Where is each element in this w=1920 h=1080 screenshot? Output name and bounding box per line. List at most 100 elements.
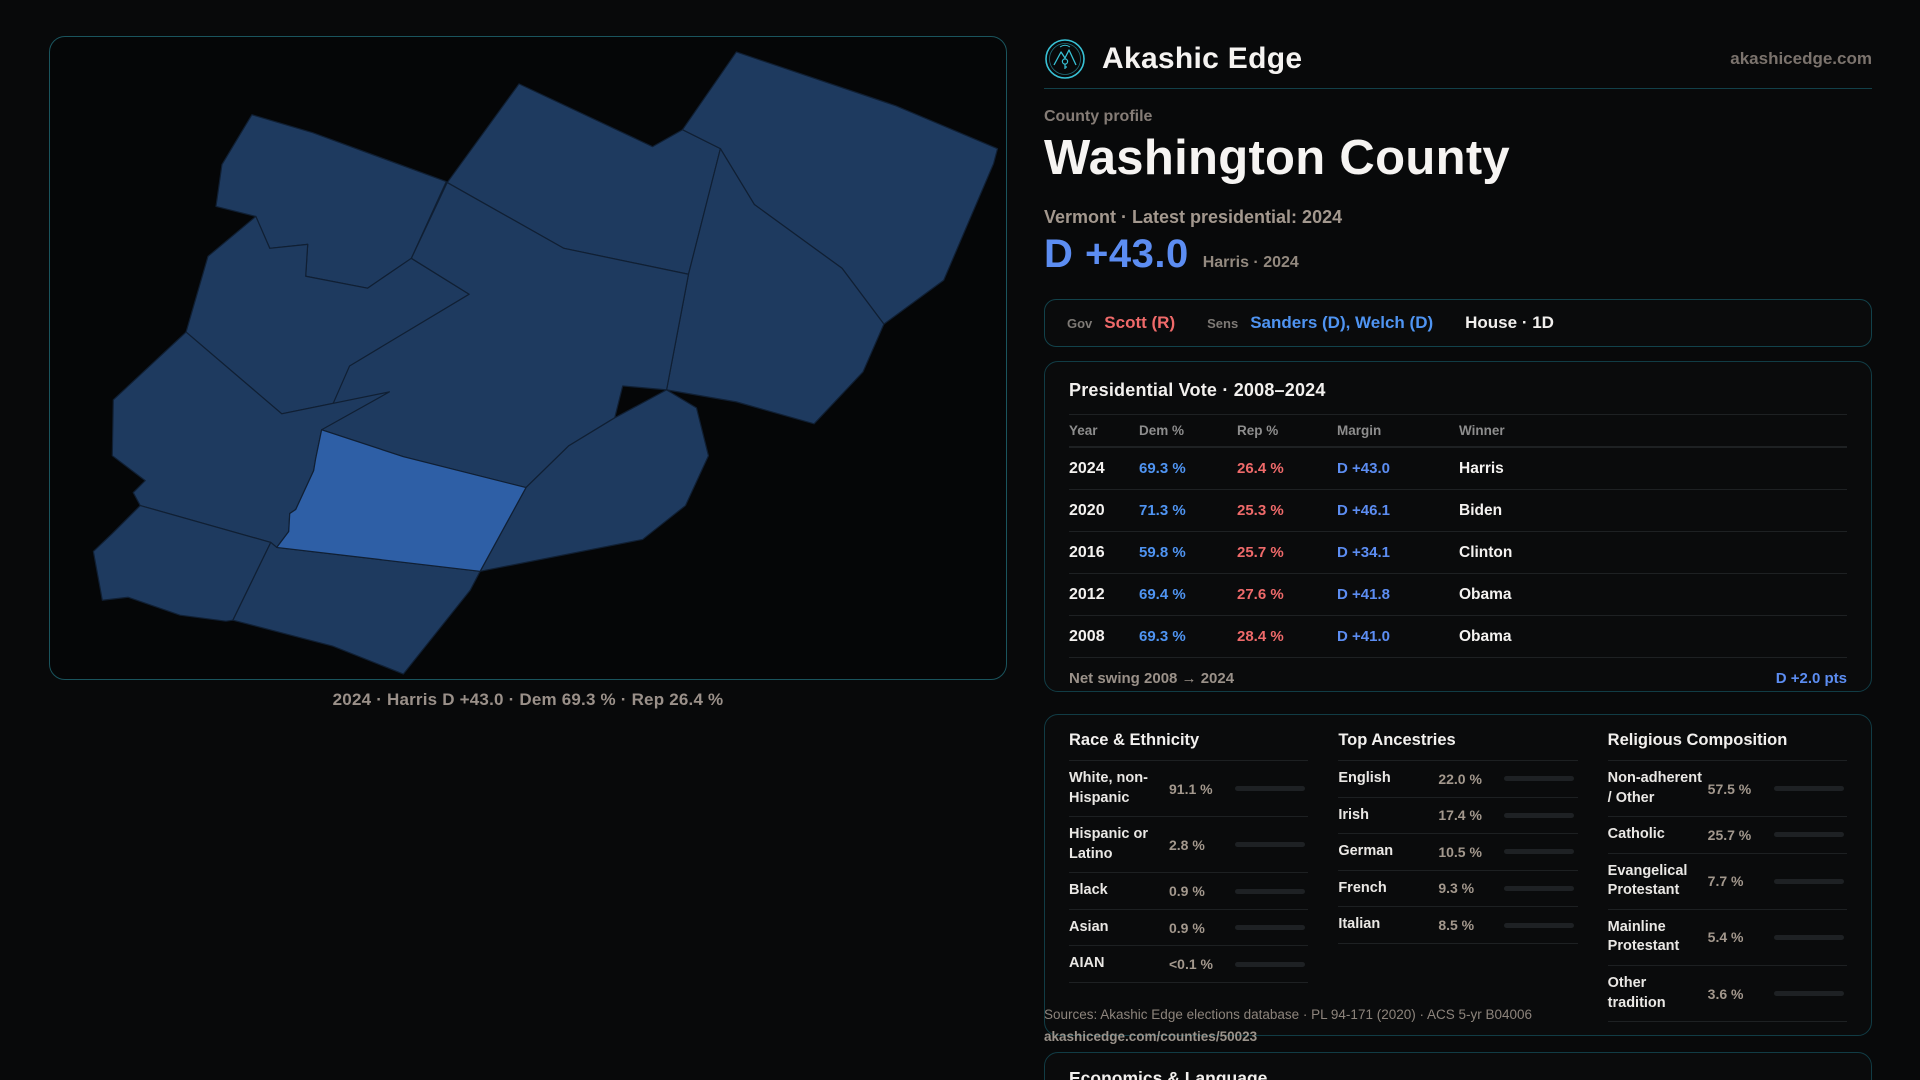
- stat-bar: [1504, 776, 1575, 782]
- stat-value: 8.5 %: [1438, 917, 1475, 934]
- winner-cell: Obama: [1459, 585, 1512, 603]
- net-swing-label: Net swing 2008 → 2024: [1069, 670, 1235, 687]
- section-title: Top Ancestries: [1338, 731, 1456, 749]
- table-row[interactable]: 2020 71.3 % 25.3 % D +46.1 Biden: [1069, 489, 1847, 531]
- section-title: Race & Ethnicity: [1069, 731, 1200, 749]
- map-county-caledonia[interactable]: [665, 148, 885, 425]
- margin-cell: D +46.1: [1337, 502, 1390, 519]
- margin-cell: D +41.8: [1337, 586, 1390, 603]
- stat-bar: [1504, 812, 1575, 818]
- winner-cell: Clinton: [1459, 543, 1513, 561]
- table-row[interactable]: 2008 69.3 % 28.4 % D +41.0 Obama: [1069, 615, 1847, 657]
- stat-bar: [1504, 849, 1575, 855]
- stat-value: 10.5 %: [1438, 843, 1482, 860]
- winner-cell: Biden: [1459, 501, 1503, 519]
- religion-section: Religious Composition Non-adherent / Oth…: [1607, 731, 1847, 1023]
- stat-label: Black: [1069, 882, 1108, 899]
- margin-cell: D +41.0: [1337, 628, 1390, 645]
- margin-cell: D +34.1: [1337, 544, 1390, 561]
- col-margin: Margin: [1337, 423, 1382, 438]
- stat-bar: [1235, 842, 1305, 848]
- dem-cell: 71.3 %: [1139, 502, 1186, 519]
- list-item: Non-adherent / Other 57.5 %: [1607, 760, 1847, 816]
- dem-cell: 59.8 %: [1139, 544, 1186, 561]
- latest-margin-row: D +43.0 Harris · 2024: [1044, 232, 1299, 277]
- latest-margin-value: D +43.0: [1044, 232, 1189, 276]
- list-item: Italian 8.5 %: [1338, 906, 1578, 943]
- year-cell: 2016: [1069, 543, 1105, 561]
- senators-value: Sanders (D), Welch (D): [1250, 313, 1434, 332]
- table-row[interactable]: 2016 59.8 % 25.7 % D +34.1 Clinton: [1069, 531, 1847, 573]
- stat-label: German: [1338, 843, 1394, 860]
- sources-line: Sources: Akashic Edge elections database…: [1044, 1007, 1533, 1022]
- list-item: Other tradition 3.6 %: [1607, 964, 1847, 1021]
- governor-value: Scott (R): [1104, 313, 1176, 332]
- stat-label: Mainline Protestant: [1607, 918, 1680, 955]
- stat-bar: [1235, 925, 1305, 931]
- list-item: German 10.5 %: [1338, 833, 1578, 870]
- stat-value: 22.0 %: [1438, 770, 1482, 787]
- stat-value: 3.6 %: [1707, 985, 1744, 1002]
- stat-label: Italian: [1338, 916, 1381, 933]
- stat-bar: [1773, 991, 1844, 996]
- table-row[interactable]: 2024 69.3 % 26.4 % D +43.0 Harris: [1069, 447, 1847, 489]
- net-swing-row: Net swing 2008 → 2024 D +2.0 pts: [1069, 658, 1847, 691]
- race-ethnicity-section: Race & Ethnicity White, non-Hispanic 91.…: [1069, 731, 1309, 1022]
- list-item: French 9.3 %: [1338, 869, 1578, 907]
- stat-label: White, non-Hispanic: [1069, 770, 1148, 806]
- year-cell: 2024: [1069, 459, 1105, 477]
- list-item: White, non-Hispanic 91.1 %: [1069, 760, 1309, 816]
- rep-cell: 27.6 %: [1237, 586, 1284, 603]
- list-item: AIAN <0.1 %: [1069, 945, 1309, 982]
- rep-cell: 25.3 %: [1237, 502, 1284, 519]
- stat-value: <0.1 %: [1169, 956, 1213, 973]
- divider: [1338, 942, 1578, 944]
- stat-bar: [1773, 878, 1844, 884]
- stat-label: Catholic: [1607, 826, 1665, 843]
- stat-bar: [1235, 961, 1305, 967]
- map-county-washington-highlight[interactable]: [276, 429, 527, 572]
- county-map-panel: [49, 36, 1007, 680]
- list-item: Black 0.9 %: [1069, 872, 1309, 909]
- stat-label: Evangelical Protestant: [1607, 862, 1688, 899]
- stat-bar: [1773, 832, 1844, 838]
- ancestries-section: Top Ancestries English 22.0 % Irish 17.4…: [1338, 731, 1578, 1022]
- demographics-card: Race & Ethnicity White, non-Hispanic 91.…: [1044, 714, 1872, 1036]
- stat-value: 91.1 %: [1169, 780, 1213, 797]
- brand-name: Akashic Edge: [1102, 42, 1303, 75]
- col-year: Year: [1069, 423, 1098, 438]
- list-item: Catholic 25.7 %: [1607, 816, 1847, 853]
- stat-label: Asian: [1069, 918, 1109, 935]
- county-url-link[interactable]: akashicedge.com/counties/50023: [1044, 1028, 1258, 1044]
- stat-label: English: [1338, 770, 1391, 786]
- stat-value: 5.4 %: [1707, 929, 1744, 946]
- list-item: English 22.0 %: [1338, 760, 1578, 797]
- net-swing-value: D +2.0 pts: [1775, 670, 1847, 687]
- section-title: Religious Composition: [1607, 731, 1788, 749]
- stat-value: 9.3 %: [1438, 880, 1475, 897]
- brand-domain-link[interactable]: akashicedge.com: [1730, 49, 1872, 68]
- brand[interactable]: Akashic Edge: [1044, 38, 1302, 80]
- stat-label: Non-adherent / Other: [1607, 770, 1702, 806]
- economics-language-card: Economics & Language: [1044, 1052, 1872, 1080]
- stat-value: 0.9 %: [1169, 883, 1205, 900]
- dem-cell: 69.3 %: [1139, 460, 1186, 477]
- divider: [1069, 657, 1847, 658]
- stat-value: 17.4 %: [1438, 807, 1482, 824]
- stat-label: AIAN: [1069, 955, 1105, 972]
- rep-cell: 25.7 %: [1237, 544, 1284, 561]
- vote-table-header: Year Dem % Rep % Margin Winner: [1069, 415, 1847, 446]
- sources-note: Sources: Akashic Edge elections database…: [1044, 1004, 1744, 1047]
- divider: [1069, 981, 1309, 983]
- stat-bar: [1773, 934, 1844, 940]
- stat-bar: [1504, 922, 1575, 928]
- header-divider: [1044, 88, 1872, 89]
- stat-label: Irish: [1338, 806, 1369, 823]
- winner-cell: Harris: [1459, 459, 1504, 477]
- table-row[interactable]: 2012 69.4 % 27.6 % D +41.8 Obama: [1069, 573, 1847, 615]
- latest-margin-context: Harris · 2024: [1202, 254, 1299, 271]
- presidential-vote-card: Presidential Vote · 2008–2024 Year Dem %…: [1044, 361, 1872, 692]
- stat-value: 57.5 %: [1707, 780, 1752, 797]
- stat-bar: [1773, 786, 1844, 792]
- list-item: Irish 17.4 %: [1338, 796, 1578, 834]
